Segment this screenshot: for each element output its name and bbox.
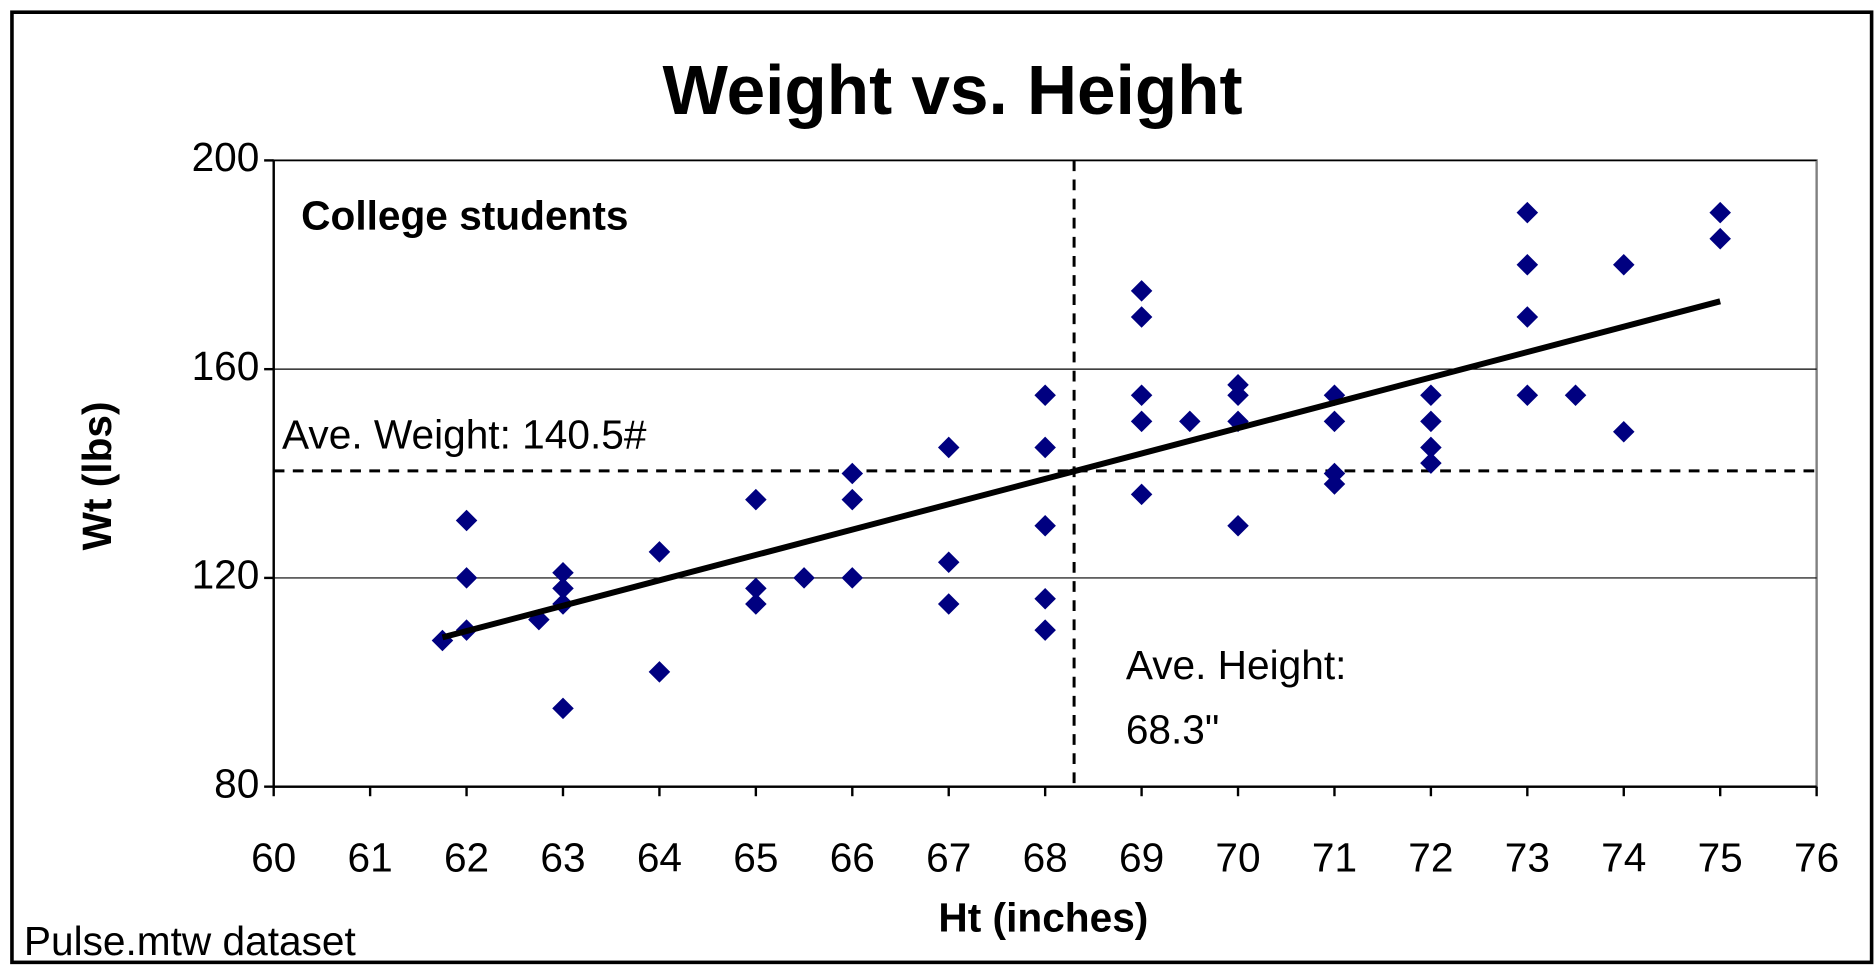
- x-tick-label: 76: [1794, 835, 1839, 881]
- point: [1179, 410, 1201, 433]
- point: [1323, 473, 1346, 495]
- x-tick-label: 66: [830, 835, 875, 881]
- trend-line: [441, 298, 1721, 641]
- x-tick-label: 68: [1023, 835, 1068, 881]
- x-tick-label: 73: [1505, 835, 1550, 881]
- x-tick-label: 63: [540, 835, 585, 881]
- y-axis-label: Wt (lbs): [74, 401, 120, 550]
- x-tick-label: 69: [1119, 835, 1164, 881]
- x-tick-label: 70: [1215, 835, 1260, 881]
- point: [1323, 410, 1346, 433]
- x-tick-label: 72: [1408, 835, 1453, 881]
- annotation: 68.3": [1126, 707, 1220, 753]
- point: [648, 541, 671, 563]
- y-tick-label: 80: [214, 760, 259, 806]
- x-tick-label: 62: [444, 835, 489, 881]
- point: [1516, 254, 1539, 276]
- y-tick-label: 200: [192, 134, 260, 180]
- point: [455, 509, 478, 532]
- chart-frame: [10, 10, 1874, 965]
- point: [552, 577, 574, 600]
- annotation: Pulse.mtw dataset: [24, 918, 356, 964]
- x-tick-label: 67: [926, 835, 971, 881]
- annotation: College students: [301, 193, 628, 239]
- x-tick-label: 61: [348, 835, 393, 881]
- chart-title: Weight vs. Height: [662, 51, 1242, 129]
- point: [1709, 227, 1731, 250]
- point: [1709, 201, 1731, 224]
- x-tick-label: 65: [733, 835, 778, 881]
- x-tick-label: 64: [637, 835, 682, 881]
- point: [1420, 410, 1442, 433]
- y-tick-label: 160: [192, 343, 260, 389]
- annotation: Ave. Weight: 140.5#: [282, 411, 647, 457]
- x-axis-label: Ht (inches): [938, 894, 1148, 940]
- point: [552, 697, 574, 720]
- point: [1516, 201, 1539, 224]
- x-tick-label: 74: [1601, 835, 1646, 881]
- x-tick-label: 75: [1698, 835, 1743, 881]
- point: [1516, 306, 1539, 328]
- annotation: Ave. Height:: [1126, 642, 1347, 688]
- point: [1034, 619, 1056, 641]
- point: [1613, 254, 1635, 276]
- x-tick-label: 71: [1312, 835, 1357, 881]
- y-tick-label: 120: [192, 552, 260, 598]
- x-tick-label: 60: [251, 835, 296, 881]
